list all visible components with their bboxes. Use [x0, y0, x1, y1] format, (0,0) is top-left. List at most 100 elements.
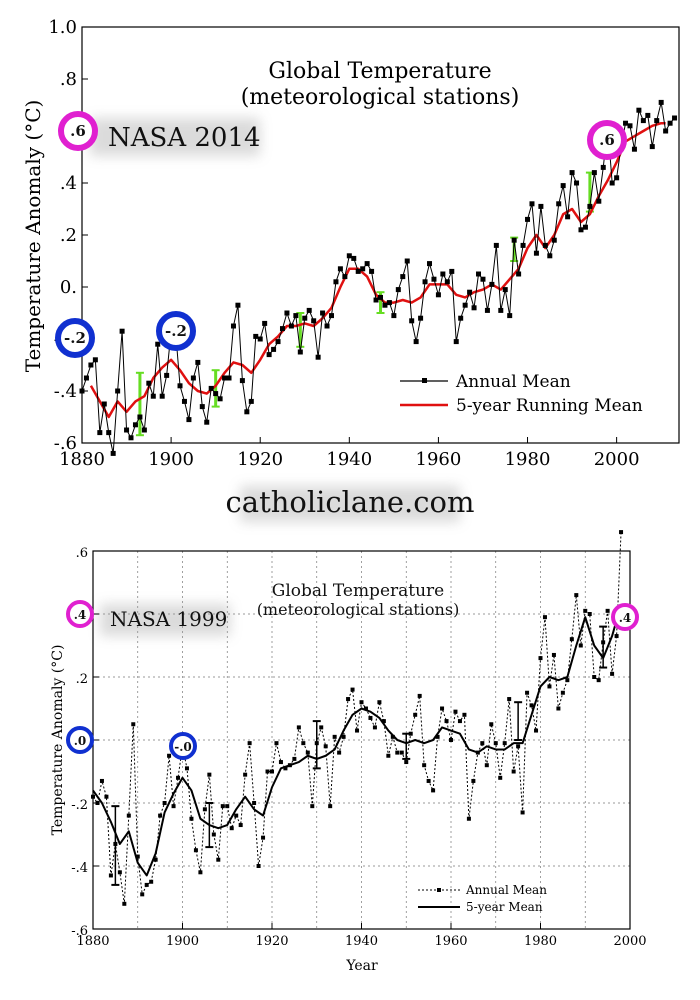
- annual-mean-point: [413, 712, 418, 717]
- annual-mean-point: [253, 333, 259, 339]
- annual-mean-point: [337, 266, 343, 272]
- annual-mean-point: [244, 409, 250, 415]
- y-tick-label: 1.0: [48, 17, 77, 38]
- annual-mean-point: [91, 794, 95, 799]
- annual-mean-point: [502, 287, 508, 293]
- annual-mean-point: [328, 804, 333, 809]
- annual-mean-point: [278, 760, 283, 765]
- annual-mean-point: [386, 753, 391, 758]
- annual-mean-point: [108, 873, 113, 878]
- annual-mean-point: [167, 753, 172, 758]
- annual-mean-point: [623, 120, 629, 126]
- legend-annual-marker: [422, 378, 427, 383]
- annual-mean-point: [247, 741, 252, 746]
- highlight-marker-label: .0: [74, 734, 87, 748]
- annual-mean-point: [382, 302, 388, 308]
- annual-mean-point: [551, 652, 556, 657]
- highlight-marker-magenta: [66, 600, 94, 628]
- annual-mean-point: [288, 323, 294, 329]
- annual-mean-point: [475, 750, 480, 755]
- annual-mean-point: [158, 813, 163, 818]
- annual-mean-point: [381, 719, 386, 724]
- annual-mean-point: [239, 378, 245, 384]
- annual-mean-point: [582, 224, 588, 230]
- annual-mean-point: [467, 289, 473, 295]
- annual-mean-point: [609, 180, 615, 186]
- annual-mean-point: [386, 300, 392, 306]
- highlight-marker-blue: [169, 732, 197, 760]
- annual-mean-point: [181, 398, 187, 404]
- annual-mean-point: [355, 728, 360, 733]
- annual-mean-point: [435, 292, 441, 298]
- annual-mean-point: [351, 255, 357, 261]
- y-tick-label: .8: [60, 69, 77, 90]
- annual-mean-point: [131, 722, 136, 727]
- annual-mean-point: [279, 326, 285, 332]
- annual-mean-point: [305, 750, 310, 755]
- annual-mean-point: [587, 612, 592, 616]
- annual-mean-point: [525, 690, 530, 695]
- annual-mean-point: [404, 760, 409, 765]
- annual-mean-point: [534, 728, 539, 733]
- x-tick-label: 1960: [416, 449, 462, 470]
- annual-mean-point: [270, 769, 274, 774]
- annual-mean-point: [502, 741, 507, 746]
- annual-mean-point: [195, 359, 201, 365]
- annual-mean-point: [171, 804, 176, 809]
- highlight-marker-label: -.2: [165, 322, 187, 340]
- annual-mean-point: [213, 391, 219, 397]
- annual-mean-point: [176, 775, 181, 780]
- annual-mean-point: [190, 375, 196, 381]
- watermark-shadow: [240, 486, 460, 522]
- annual-mean-point: [363, 706, 368, 711]
- annual-mean-point: [591, 170, 597, 176]
- chart-1999: Global Temperature (meteorological stati…: [50, 530, 647, 974]
- annual-mean-point: [457, 719, 462, 724]
- highlight-marker-magenta: [58, 111, 98, 151]
- legend-annual-label: Annual Mean: [455, 372, 571, 392]
- legend-annual-marker: [437, 888, 441, 892]
- annual-mean-point: [600, 164, 606, 170]
- legend-running-label: 5-year Running Mean: [456, 396, 643, 416]
- annual-mean-point: [257, 336, 263, 342]
- annual-mean-point: [372, 725, 377, 730]
- annual-mean-point: [542, 242, 548, 248]
- annual-mean-point: [137, 414, 143, 420]
- annual-mean-point: [480, 741, 485, 746]
- annual-mean-point: [234, 813, 239, 818]
- annual-mean-point: [427, 261, 433, 267]
- annual-mean-point: [79, 388, 85, 394]
- annual-mean-point: [556, 201, 562, 207]
- annual-mean-point: [538, 656, 543, 661]
- annual-mean-point: [364, 261, 370, 267]
- y-tick-label: .2: [76, 672, 88, 687]
- annual-mean-point: [649, 144, 655, 150]
- annual-mean-point: [243, 772, 248, 777]
- annual-mean-point: [164, 372, 170, 378]
- annual-mean-point: [435, 734, 440, 739]
- y-tick-label: -.6: [71, 924, 88, 939]
- annual-mean-point: [663, 128, 669, 134]
- annual-mean-point: [128, 435, 134, 441]
- annual-mean-point: [533, 250, 539, 256]
- annual-mean-point: [207, 772, 212, 777]
- annual-mean-point: [252, 801, 257, 805]
- annual-mean-point: [596, 198, 602, 204]
- annual-mean-point: [395, 287, 401, 293]
- annual-mean-point: [605, 608, 610, 613]
- annual-mean-point: [146, 380, 152, 386]
- annual-mean-point: [92, 357, 98, 363]
- annual-mean-point: [256, 864, 261, 868]
- annual-mean-point: [413, 339, 419, 345]
- series-running-mean-line: [89, 121, 666, 419]
- annual-mean-point: [399, 750, 404, 755]
- annual-mean-point: [418, 315, 424, 321]
- annual-mean-point: [547, 684, 552, 689]
- annual-mean-point: [119, 328, 125, 334]
- annual-mean-point: [489, 722, 494, 727]
- annual-mean-point: [235, 302, 241, 308]
- annual-mean-point: [498, 307, 504, 313]
- annual-mean-point: [596, 678, 601, 683]
- annual-mean-point: [471, 305, 477, 311]
- annual-mean-point: [229, 826, 234, 831]
